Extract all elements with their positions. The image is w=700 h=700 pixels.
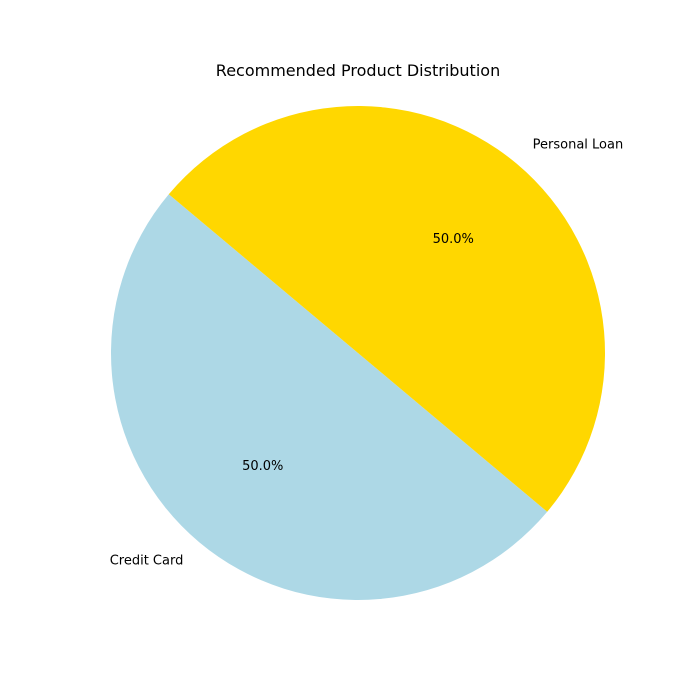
pie-slices [110,106,605,601]
slice-label: Personal Loan [533,137,624,152]
pie-slice-personal-loan [168,106,605,512]
slice-percentage-label: 50.0% [242,459,283,474]
chart-title: Recommended Product Distribution [216,61,500,80]
pie-labels: Credit Card 50.0% Personal Loan 50.0% [110,137,624,568]
pie-slice-credit-card [110,194,548,601]
slice-percentage-label: 50.0% [433,232,474,247]
slice-label: Credit Card [110,554,184,569]
